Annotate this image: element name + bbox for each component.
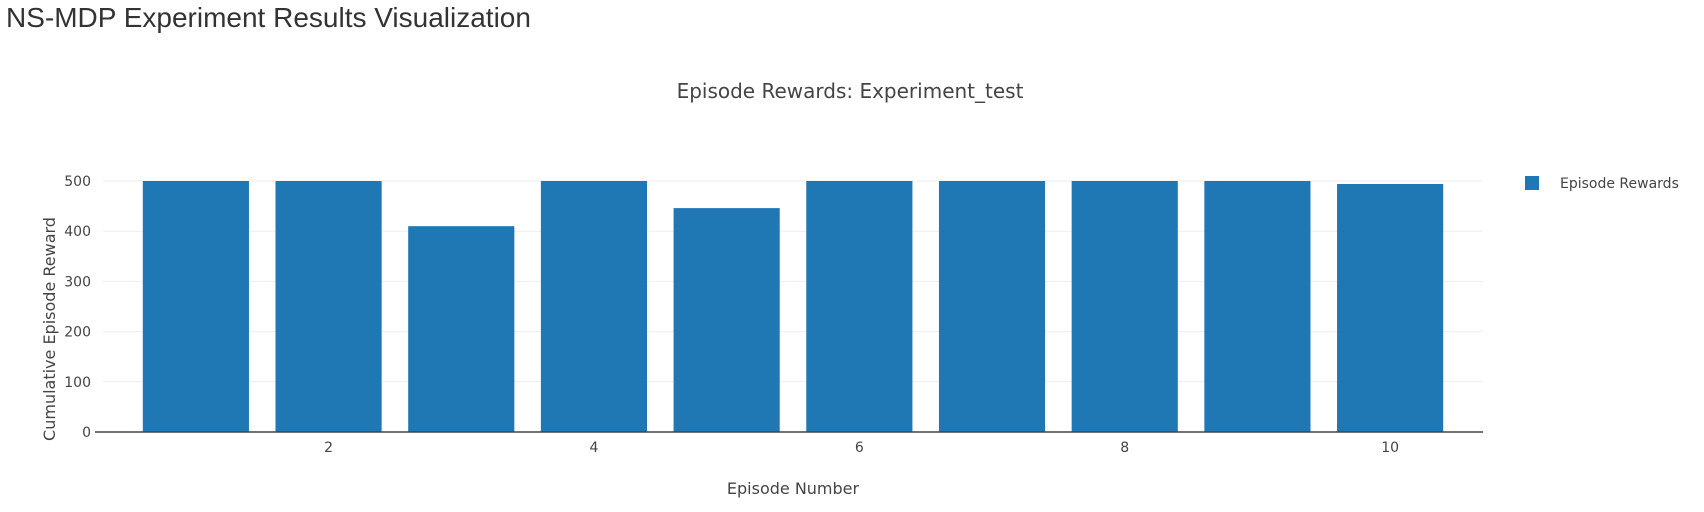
bar-episode-5[interactable] (673, 208, 780, 432)
bar-episode-2[interactable] (275, 181, 382, 432)
y-tick-label: 400 (64, 224, 91, 240)
bars (142, 181, 1444, 432)
page-title: NS-MDP Experiment Results Visualization (6, 2, 531, 33)
y-tick-label: 100 (64, 375, 91, 391)
bar-episode-10[interactable] (1337, 184, 1444, 432)
bar-episode-4[interactable] (540, 181, 648, 432)
y-tick-label: 0 (82, 425, 91, 441)
x-axis-label: Episode Number (727, 479, 860, 498)
y-tick-label: 300 (64, 274, 91, 290)
y-tick-label: 200 (64, 325, 91, 341)
legend-swatch[interactable] (1525, 176, 1539, 190)
legend[interactable]: Episode Rewards (1525, 176, 1679, 192)
chart-title: Episode Rewards: Experiment_test (677, 79, 1024, 103)
x-tick-label: 10 (1381, 440, 1399, 456)
bar-episode-9[interactable] (1204, 181, 1311, 432)
x-tick-label: 8 (1120, 440, 1129, 456)
bar-episode-7[interactable] (938, 181, 1046, 432)
x-tick-label: 2 (324, 440, 333, 456)
bar-episode-3[interactable] (408, 226, 515, 432)
legend-label[interactable]: Episode Rewards (1560, 176, 1679, 192)
y-axis-label: Cumulative Episode Reward (40, 217, 59, 441)
bar-episode-8[interactable] (1071, 181, 1178, 432)
bar-episode-6[interactable] (806, 181, 913, 432)
x-tick-label: 4 (590, 440, 599, 456)
x-tick-label: 6 (855, 440, 864, 456)
axes: 0 100 200 300 400 500 2 4 6 8 10 (64, 174, 1483, 456)
y-tick-label: 500 (64, 174, 91, 190)
bar-episode-1[interactable] (142, 181, 249, 432)
